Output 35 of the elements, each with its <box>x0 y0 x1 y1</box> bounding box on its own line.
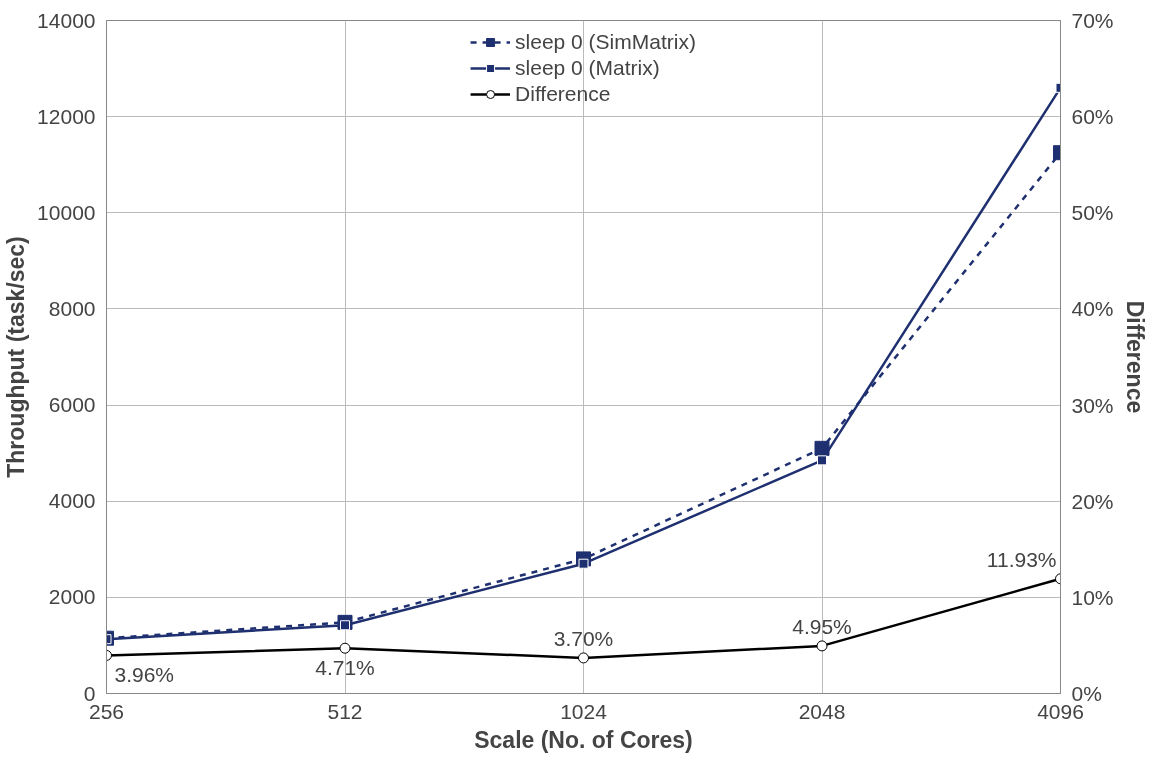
y2-tick-label: 20% <box>1071 489 1114 513</box>
y2-tick-label: 30% <box>1071 393 1114 417</box>
data-label: 4.95% <box>792 614 852 638</box>
x-tick-label: 2048 <box>798 699 846 723</box>
x-tick-label: 1024 <box>560 699 608 723</box>
data-label: 4.71% <box>315 656 375 680</box>
point <box>817 455 827 466</box>
y-tick-label: 4000 <box>48 489 96 513</box>
y2-tick-label: 10% <box>1071 585 1114 609</box>
x-axis-title: Scale (No. of Cores) <box>474 726 693 753</box>
y2-axis-title: Difference <box>1121 300 1148 414</box>
y2-tick-label: 70% <box>1071 9 1114 32</box>
point <box>578 652 589 664</box>
legend-label: Difference <box>515 82 611 106</box>
data-label: 3.96% <box>114 663 175 687</box>
legend-label: sleep 0 (SimMatrix) <box>515 30 696 54</box>
y-axis-title: Throughput (task/sec) <box>3 236 30 478</box>
point <box>339 642 351 654</box>
y-tick-label: 14000 <box>37 8 96 32</box>
point <box>816 640 828 652</box>
y-tick-label: 2000 <box>48 585 96 609</box>
y-tick-label: 8000 <box>48 296 96 320</box>
y2-tick-label: 0% <box>1071 682 1102 705</box>
y2-tick-label: 50% <box>1071 201 1114 225</box>
data-label: 3.70% <box>553 626 614 650</box>
y-tick-label: 0 <box>83 681 96 705</box>
point <box>814 440 830 456</box>
y-tick-label: 12000 <box>37 104 96 128</box>
y-tick-label: 10000 <box>37 200 96 224</box>
y2-tick-label: 60% <box>1071 105 1114 129</box>
y2-tick-label: 40% <box>1071 297 1114 321</box>
y-tick-label: 6000 <box>48 393 96 417</box>
data-label: 11.93% <box>986 547 1057 571</box>
x-tick-label: 512 <box>327 699 363 723</box>
legend-label: sleep 0 (Matrix) <box>515 56 660 80</box>
